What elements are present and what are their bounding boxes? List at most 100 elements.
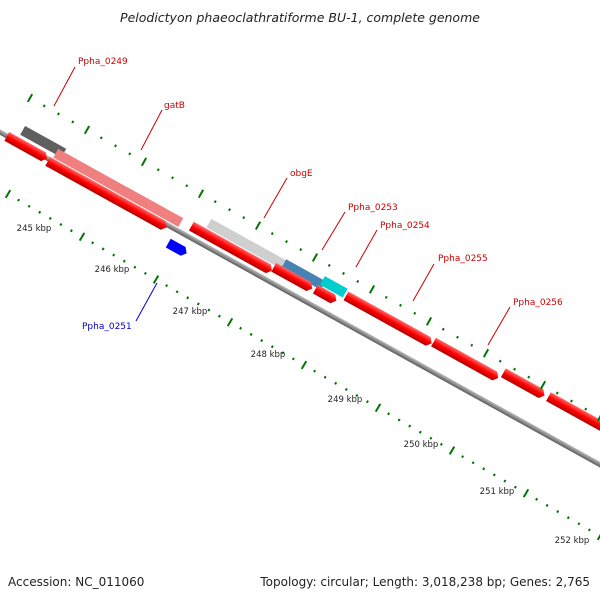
- outer-tick: [356, 279, 360, 283]
- outer-tick: [311, 253, 319, 262]
- scale-tick: [91, 241, 95, 245]
- scale-label: 245 kbp: [17, 224, 52, 234]
- gene-arrow[interactable]: [343, 291, 435, 347]
- scale-tick: [291, 357, 295, 361]
- scale-label: 250 kbp: [404, 440, 439, 450]
- scale-tick: [596, 534, 600, 541]
- scale-label: 252 kbp: [555, 536, 590, 546]
- accession-text: Accession: NC_011060: [8, 575, 144, 589]
- scale-tick: [323, 375, 327, 379]
- scale-tick: [300, 360, 308, 370]
- outer-tick: [71, 120, 75, 124]
- gene-label[interactable]: gatB: [164, 101, 185, 111]
- topology-text: Topology: circular; Length: 3,018,238 bp…: [259, 575, 590, 589]
- gene-arrow[interactable]: [271, 262, 314, 293]
- scale-tick: [78, 232, 86, 242]
- gene-label[interactable]: Ppha_0251: [82, 322, 132, 332]
- scale-tick: [556, 510, 560, 514]
- gene-arrow[interactable]: [4, 131, 49, 163]
- scale-label: 249 kbp: [328, 395, 363, 405]
- outer-tick: [555, 391, 559, 395]
- outer-tick: [327, 263, 331, 267]
- scale-tick: [522, 488, 530, 498]
- outer-tick: [197, 189, 205, 199]
- outer-tick: [441, 327, 445, 331]
- scale-tick: [334, 381, 338, 385]
- scale-tick: [196, 302, 200, 306]
- scale-tick: [535, 497, 539, 501]
- scale-tick: [17, 198, 21, 202]
- outer-tick: [114, 144, 117, 148]
- outer-tick: [368, 285, 376, 294]
- outer-tick: [26, 93, 34, 103]
- scale-tick: [133, 265, 137, 269]
- scale-tick: [165, 284, 169, 288]
- cog-segment: [20, 125, 67, 158]
- outer-tick: [171, 176, 174, 180]
- gene-label[interactable]: obgE: [290, 169, 313, 179]
- scale-tick: [59, 223, 63, 227]
- gene-arrow-reverse[interactable]: [165, 238, 189, 258]
- scale-tick: [207, 308, 211, 312]
- scale-tick: [27, 204, 31, 208]
- outer-tick: [299, 248, 303, 252]
- scale-tick: [448, 446, 456, 455]
- gene-arrow[interactable]: [500, 368, 547, 400]
- scale-tick: [355, 394, 359, 398]
- gene-arrow[interactable]: [45, 157, 169, 232]
- scale-tick: [471, 461, 475, 465]
- scale-tick: [545, 503, 549, 507]
- cog-segment: [320, 276, 348, 298]
- scale-tick: [122, 259, 126, 263]
- gene-label[interactable]: Ppha_0249: [78, 57, 128, 67]
- outer-tick: [242, 216, 246, 220]
- outer-tick: [425, 316, 433, 326]
- scale-tick: [112, 253, 116, 257]
- scale-tick: [513, 485, 517, 489]
- gene-arrow[interactable]: [431, 337, 501, 383]
- scale-tick: [482, 467, 486, 471]
- scale-tick: [408, 424, 412, 428]
- scale-tick: [152, 275, 160, 284]
- scale-tick: [260, 339, 264, 343]
- scale-tick: [239, 326, 243, 330]
- scale-tick-ring: [4, 189, 600, 541]
- scale-tick: [38, 210, 42, 214]
- scale-label: 251 kbp: [480, 487, 515, 497]
- cog-segment: [281, 259, 326, 290]
- scale-tick: [492, 473, 496, 477]
- scale-tick: [101, 247, 105, 251]
- outer-tick: [83, 125, 91, 135]
- scale-tick: [418, 430, 422, 434]
- gene-label[interactable]: Ppha_0254: [380, 221, 430, 231]
- forward-strand-genes: [4, 131, 600, 445]
- scale-tick: [313, 369, 317, 373]
- outer-tick: [570, 399, 573, 403]
- gene-arrow[interactable]: [312, 284, 339, 305]
- outer-tick: [596, 414, 600, 422]
- scale-label: 248 kbp: [251, 350, 286, 360]
- gene-label[interactable]: Ppha_0256: [513, 298, 563, 308]
- outer-tick: [482, 348, 490, 358]
- scale-tick: [69, 229, 73, 233]
- gene-arrow[interactable]: [546, 392, 600, 445]
- scale-tick: [217, 314, 221, 318]
- cog-ring: [20, 125, 348, 298]
- gene-label[interactable]: Ppha_0253: [348, 203, 398, 213]
- outer-tick: [285, 240, 288, 244]
- outer-tick: [342, 271, 345, 275]
- cog-segment: [53, 148, 184, 227]
- reverse-strand-genes: [165, 238, 189, 258]
- outer-tick: [140, 157, 148, 167]
- scale-tick: [397, 418, 401, 422]
- outer-tick: [539, 380, 547, 390]
- outer-tick: [57, 112, 60, 116]
- scale-tick: [429, 436, 433, 440]
- outer-tick: [156, 168, 160, 172]
- gene-arrow[interactable]: [188, 221, 274, 275]
- map-title: Pelodictyon phaeoclathratiforme BU-1, co…: [120, 10, 480, 25]
- outer-tick: [413, 311, 417, 315]
- gene-label[interactable]: Ppha_0255: [438, 254, 488, 264]
- scale-tick: [439, 442, 443, 446]
